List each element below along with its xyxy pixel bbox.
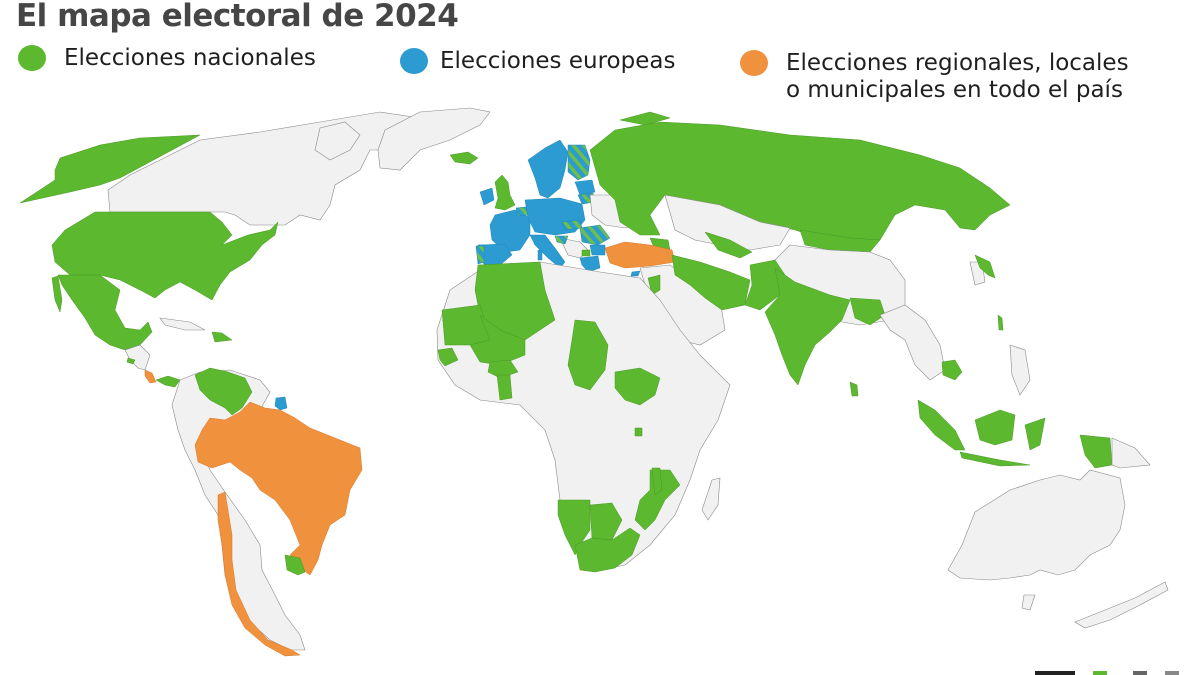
corner-mark	[1133, 671, 1147, 675]
papua	[1079, 434, 1113, 469]
tasmania	[1021, 594, 1036, 611]
slovakia	[561, 219, 583, 231]
corner-mark	[1165, 671, 1179, 675]
germany-central-europe	[524, 197, 586, 236]
blue-circle-icon	[400, 48, 428, 74]
legend-regional-label-line2: o municipales en todo el país	[786, 77, 1123, 103]
uzbekistan	[704, 231, 753, 259]
baltics	[574, 179, 596, 196]
chad	[567, 319, 609, 391]
venezuela	[194, 367, 253, 416]
canada	[107, 111, 441, 226]
rwanda	[634, 427, 643, 437]
taiwan	[997, 314, 1004, 331]
senegal	[437, 347, 459, 367]
iran	[671, 254, 751, 311]
italy	[529, 234, 566, 269]
romania	[579, 224, 611, 246]
greenland	[377, 107, 491, 171]
croatia	[554, 235, 569, 245]
ghana	[496, 374, 513, 401]
bangladesh-myanmar	[849, 297, 886, 326]
french-guiana	[274, 396, 288, 411]
corner-mark	[1093, 671, 1107, 675]
baffin-island	[314, 121, 361, 161]
legend-regional-label-line1: Elecciones regionales, locales	[786, 50, 1129, 76]
dominican-republic	[211, 331, 233, 343]
papua-new-guinea	[1111, 437, 1151, 469]
sardinia	[537, 249, 543, 261]
green-circle-icon	[18, 45, 46, 71]
panama	[155, 375, 181, 388]
legend-national: Elecciones nacionales	[18, 45, 316, 72]
world-map	[19, 107, 1169, 657]
russia	[589, 121, 1011, 243]
sri-lanka	[849, 381, 859, 397]
portugal	[475, 245, 485, 265]
madagascar	[701, 477, 721, 521]
kazakhstan	[664, 194, 791, 251]
sumatra	[917, 399, 966, 451]
south-africa	[574, 527, 641, 573]
costa-rica	[144, 369, 157, 384]
baja-california	[51, 275, 63, 313]
legend-european: Elecciones europeas	[400, 48, 675, 75]
japan	[974, 254, 996, 279]
sulawesi	[1024, 417, 1046, 451]
legend-national-label: Elecciones nacionales	[64, 45, 316, 71]
corner-mark	[1035, 671, 1075, 675]
java	[959, 451, 1031, 467]
cuba	[159, 317, 206, 331]
cyprus	[630, 270, 641, 277]
central-america	[124, 344, 151, 371]
mozambique	[634, 469, 681, 531]
philippines	[1009, 344, 1031, 396]
south-sudan	[614, 367, 661, 406]
map-title: El mapa electoral de 2024	[16, 0, 459, 34]
orange-circle-icon	[740, 50, 768, 76]
southeast-asia	[879, 304, 946, 381]
greece	[579, 255, 601, 273]
pakistan	[744, 259, 786, 311]
norway-sweden-region	[527, 139, 569, 199]
botswana	[589, 502, 623, 541]
iceland	[449, 151, 479, 165]
borneo	[974, 409, 1016, 446]
legend-regional: Elecciones regionales, locales o municip…	[740, 50, 1129, 104]
el-salvador	[126, 357, 136, 365]
mexico	[57, 274, 153, 351]
chile	[217, 491, 301, 657]
north-macedonia	[581, 249, 591, 257]
legend-european-label: Elecciones europeas	[440, 48, 676, 74]
united-kingdom	[494, 174, 516, 211]
ireland	[479, 187, 495, 206]
finland	[567, 144, 591, 181]
alaska	[19, 134, 201, 204]
new-zealand	[1074, 581, 1169, 629]
uruguay	[284, 554, 306, 576]
novaya-zemlya	[619, 111, 671, 126]
india	[764, 267, 851, 386]
bulgaria	[589, 244, 606, 256]
malawi	[651, 467, 663, 496]
australia	[947, 469, 1126, 581]
cambodia	[941, 359, 963, 381]
brazil	[194, 401, 363, 576]
